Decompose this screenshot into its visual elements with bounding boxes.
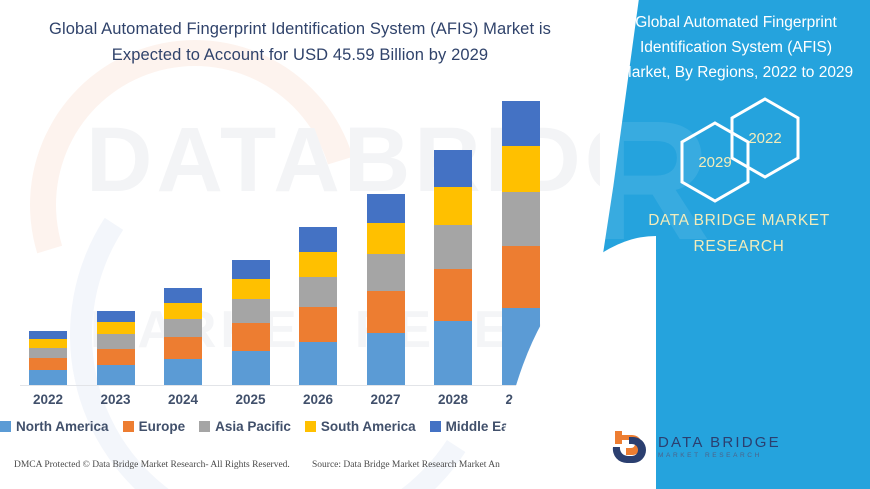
bar-segment: [29, 347, 67, 358]
footer: DMCA Protected © Data Bridge Market Rese…: [0, 458, 596, 478]
logo-wordmark: DATA BRIDGE MARKET RESEARCH: [658, 435, 781, 460]
bar-segment: [29, 330, 67, 339]
bar-segment: [366, 333, 405, 386]
bar-segment: [434, 149, 472, 187]
legend-item-label: South America: [320, 419, 416, 434]
x-axis-label-2028: 2028: [437, 392, 469, 407]
bar-segment: [299, 307, 337, 343]
legend-item-south-america[interactable]: South America: [304, 419, 416, 434]
bar-segment: [231, 350, 270, 386]
bar-segment: [29, 338, 67, 348]
legend-item-label: Europe: [138, 419, 186, 434]
bar-segment: [96, 310, 135, 323]
bar-segment: [434, 269, 472, 322]
bar-2025[interactable]: [231, 259, 270, 386]
legend-swatch-icon: [122, 421, 134, 432]
bar-segment: [366, 193, 405, 224]
bar-segment: [164, 303, 202, 319]
footer-dmca-text: DMCA Protected © Data Bridge Market Rese…: [14, 460, 290, 470]
bar-segment: [501, 308, 540, 386]
legend-swatch-icon: [429, 421, 441, 432]
bar-2023[interactable]: [96, 310, 135, 386]
hexagon-badge-2029[interactable]: 2029: [678, 120, 752, 204]
bar-segment: [96, 322, 135, 335]
brand-name-line2: RESEARCH: [693, 238, 785, 255]
bar-segment: [501, 101, 540, 146]
logo-subtitle: MARKET RESEARCH: [658, 451, 762, 459]
logo-bridge-icon: [612, 431, 646, 464]
legend-item-north-america[interactable]: North America: [0, 419, 109, 434]
hexagon-badge-2022[interactable]: 2022: [728, 96, 802, 180]
bar-segment: [164, 337, 202, 360]
bar-segment: [299, 277, 337, 308]
x-axis-label-2025: 2025: [235, 392, 266, 407]
x-axis-label-2022: 2022: [32, 392, 64, 407]
bar-segment: [434, 321, 472, 386]
bar-segment: [501, 145, 540, 193]
brand-name-line1: DATA BRIDGE MARKET: [648, 212, 830, 229]
bar-segment: [96, 348, 135, 366]
bar-2029[interactable]: [501, 101, 540, 386]
legend-item-middle-east-and-africa[interactable]: Middle East and Africa: [429, 419, 590, 434]
bar-segment: [501, 192, 540, 247]
bar-2022[interactable]: [29, 330, 67, 386]
bar-segment: [434, 186, 472, 225]
chart-legend: North America Europe Asia Pacific South Ame…: [0, 419, 590, 434]
bar-segment: [29, 358, 67, 371]
bar-segment: [299, 251, 337, 278]
bar-segment: [231, 278, 270, 299]
legend-item-label: Asia Pacific: [215, 419, 291, 434]
bar-2028[interactable]: [434, 149, 472, 386]
legend-swatch-icon: [199, 421, 211, 432]
bar-segment: [164, 359, 202, 386]
bar-segment: [366, 254, 405, 291]
x-axis-label-2023: 2023: [100, 392, 131, 407]
stacked-bar-chart: [20, 100, 580, 386]
legend-item-label: Middle East and Africa: [445, 419, 590, 434]
bar-segment: [501, 246, 540, 309]
footer-source-text: Source: Data Bridge Market Research Mark…: [312, 460, 568, 470]
page-title: Global Automated Fingerprint Identificat…: [49, 20, 551, 64]
bar-2027[interactable]: [366, 193, 405, 386]
bar-segment: [299, 342, 337, 386]
legend-item-europe[interactable]: Europe: [122, 419, 186, 434]
legend-swatch-icon: [0, 421, 12, 432]
bar-segment: [366, 223, 405, 255]
x-axis-label-2026: 2026: [302, 392, 334, 407]
bar-segment: [96, 334, 135, 349]
x-axis-label-2027: 2027: [370, 392, 401, 407]
legend-item-asia-pacific[interactable]: Asia Pacific: [199, 419, 291, 434]
brand-name: DATA BRIDGE MARKET RESEARCH: [620, 208, 858, 260]
bar-segment: [231, 298, 270, 323]
bar-segment: [96, 365, 135, 386]
bar-segment: [164, 318, 202, 338]
bar-segment: [231, 322, 270, 351]
bar-segment: [231, 259, 270, 279]
x-axis-line: [20, 385, 576, 386]
x-axis-label-2024: 2024: [167, 392, 199, 407]
bar-segment: [29, 370, 67, 386]
company-logo[interactable]: DATA BRIDGE MARKET RESEARCH: [610, 424, 800, 470]
logo-title: DATA BRIDGE: [658, 433, 781, 451]
hexagon-badge-2029-label: 2029: [698, 153, 732, 171]
branding-panel-title: Global Automated Fingerprint Identificat…: [618, 14, 854, 81]
legend-swatch-icon: [304, 421, 316, 432]
legend-item-label: North America: [16, 419, 109, 434]
bar-segment: [434, 224, 472, 270]
bar-segment: [366, 290, 405, 334]
x-axis-label-2029: 2029: [505, 392, 536, 407]
bar-2026[interactable]: [299, 227, 337, 386]
bar-segment: [164, 288, 202, 304]
bar-segment: [299, 227, 337, 252]
x-axis-labels: 2022 2023 2024 2025 2026 2027 2028 2029: [20, 392, 576, 412]
hexagon-badge-2022-label: 2022: [748, 129, 782, 147]
bar-2024[interactable]: [164, 288, 202, 386]
